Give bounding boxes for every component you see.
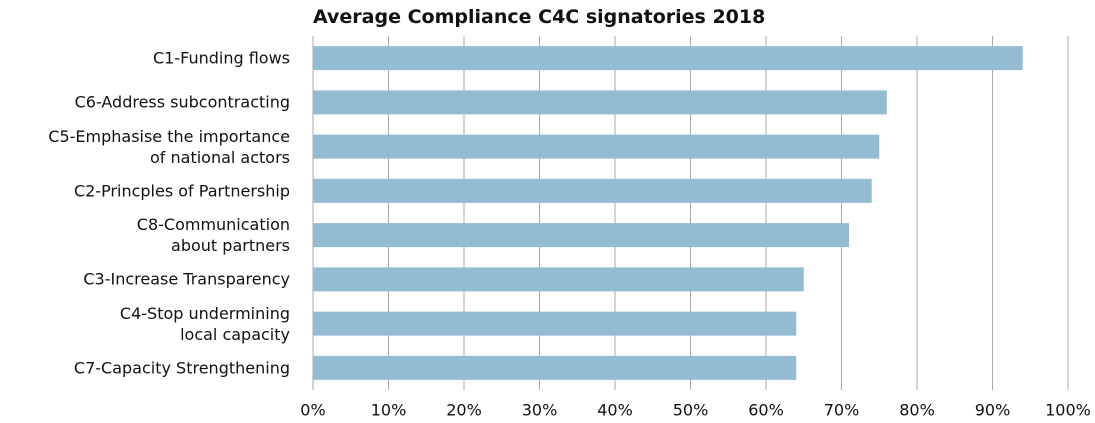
x-tick-label: 70%	[824, 401, 860, 420]
x-tick-label: 30%	[522, 401, 558, 420]
bar	[313, 90, 887, 115]
bar	[313, 311, 797, 336]
y-tick-label: C2-Princples of Partnership	[73, 181, 290, 201]
y-tick-label: C6-Address subcontracting	[74, 92, 290, 112]
y-tick-label: C7-Capacity Strengthening	[73, 358, 290, 378]
x-tick-label: 100%	[1045, 401, 1091, 420]
y-tick-label: C5-Emphasise the importance of national …	[48, 126, 290, 167]
x-tick-label: 40%	[597, 401, 633, 420]
y-tick-label: C8-Communication about partners	[136, 215, 290, 256]
x-tick-label: 50%	[673, 401, 709, 420]
bar	[313, 134, 880, 159]
x-tick-label: 10%	[371, 401, 407, 420]
bar	[313, 46, 1023, 71]
x-tick-label: 60%	[748, 401, 784, 420]
y-tick-label: C4-Stop undermining local capacity	[119, 303, 290, 344]
bar	[313, 223, 850, 248]
bar	[313, 355, 797, 380]
x-tick-label: 20%	[446, 401, 482, 420]
y-tick-label: C1-Funding flows	[152, 48, 290, 68]
bar	[313, 178, 872, 203]
x-tick-label: 0%	[300, 401, 325, 420]
chart-title: Average Compliance C4C signatories 2018	[313, 6, 766, 28]
y-tick-label: C3-Increase Transparency	[83, 269, 290, 289]
bar	[313, 267, 804, 292]
x-tick-label: 80%	[899, 401, 935, 420]
x-tick-label: 90%	[975, 401, 1011, 420]
